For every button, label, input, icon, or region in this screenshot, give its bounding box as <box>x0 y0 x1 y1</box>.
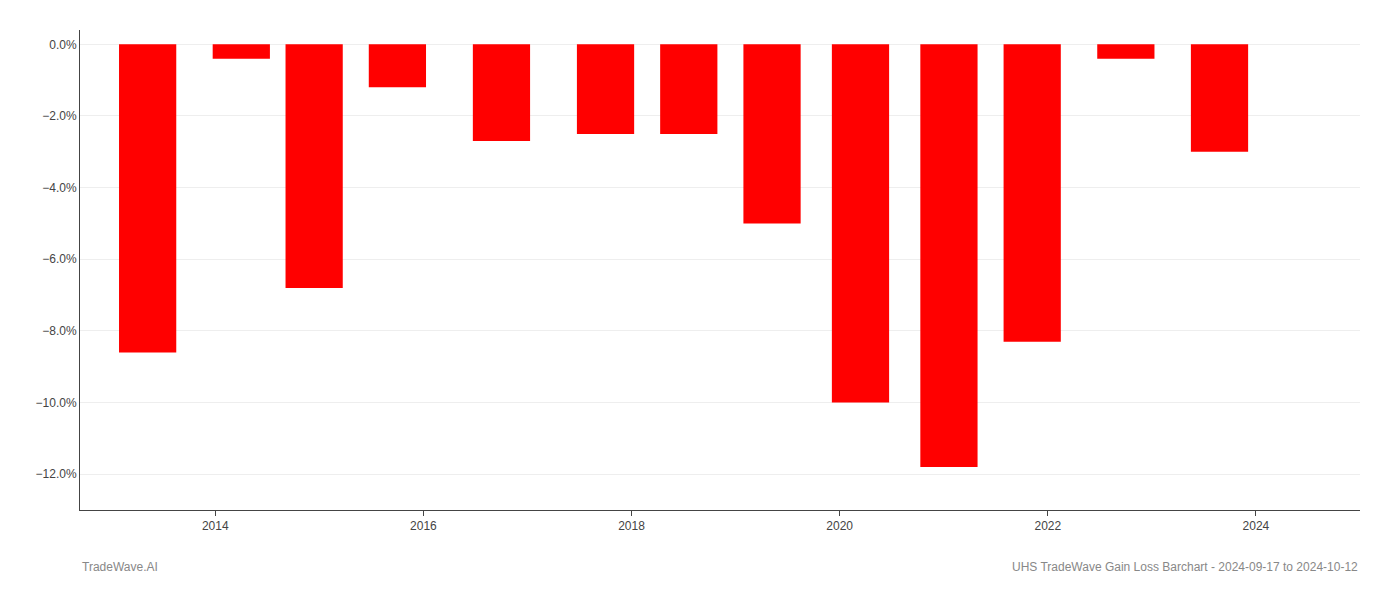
svg-text:2022: 2022 <box>1034 519 1061 533</box>
svg-text:2024: 2024 <box>1243 519 1270 533</box>
svg-text:2020: 2020 <box>826 519 853 533</box>
svg-text:−6.0%: −6.0% <box>42 252 77 266</box>
svg-text:2018: 2018 <box>618 519 645 533</box>
svg-text:−4.0%: −4.0% <box>42 181 77 195</box>
svg-text:−12.0%: −12.0% <box>36 467 77 481</box>
svg-text:UHS TradeWave Gain Loss Barcha: UHS TradeWave Gain Loss Barchart - 2024-… <box>1012 560 1358 574</box>
svg-text:2016: 2016 <box>410 519 437 533</box>
svg-text:TradeWave.AI: TradeWave.AI <box>82 560 158 574</box>
svg-text:−2.0%: −2.0% <box>42 109 77 123</box>
svg-text:0.0%: 0.0% <box>49 38 77 52</box>
svg-text:−10.0%: −10.0% <box>36 396 77 410</box>
svg-text:2014: 2014 <box>202 519 229 533</box>
svg-text:−8.0%: −8.0% <box>42 324 77 338</box>
